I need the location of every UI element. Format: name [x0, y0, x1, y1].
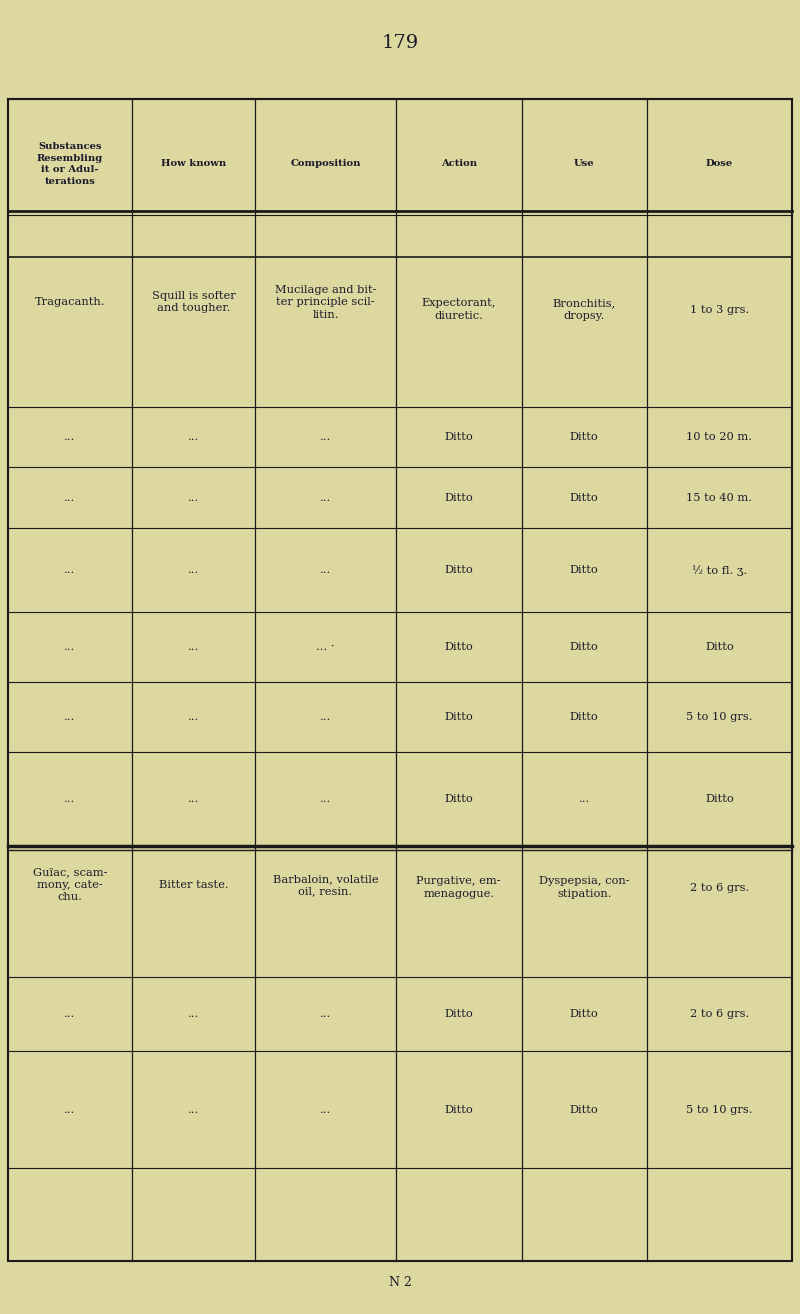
Text: Barbaloin, volatile
oil, resin.: Barbaloin, volatile oil, resin.	[273, 874, 378, 896]
Text: Dose: Dose	[706, 159, 733, 168]
Text: Ditto: Ditto	[570, 493, 598, 503]
Text: ...: ...	[320, 493, 331, 503]
Text: Use: Use	[574, 159, 594, 168]
Text: 179: 179	[382, 34, 418, 53]
Text: Purgative, em-
menagogue.: Purgative, em- menagogue.	[417, 876, 501, 899]
Text: ... ·: ... ·	[316, 643, 334, 652]
Text: 5 to 10 grs.: 5 to 10 grs.	[686, 712, 753, 723]
Text: Ditto: Ditto	[570, 1009, 598, 1018]
Text: ...: ...	[320, 712, 331, 723]
Text: Ditto: Ditto	[445, 794, 473, 804]
Text: Mucilage and bit-
ter principle scil-
litin.: Mucilage and bit- ter principle scil- li…	[274, 285, 376, 319]
Text: Guïac, scam-
mony, cate-
chu.: Guïac, scam- mony, cate- chu.	[33, 867, 107, 903]
Text: ...: ...	[188, 712, 199, 723]
Text: 15 to 40 m.: 15 to 40 m.	[686, 493, 753, 503]
Text: ...: ...	[64, 493, 75, 503]
Text: ...: ...	[188, 643, 199, 652]
Text: ...: ...	[320, 1105, 331, 1114]
Text: ...: ...	[64, 565, 75, 576]
Text: Ditto: Ditto	[705, 643, 734, 652]
Text: 5 to 10 grs.: 5 to 10 grs.	[686, 1105, 753, 1114]
Text: ...: ...	[320, 432, 331, 442]
Text: Ditto: Ditto	[570, 712, 598, 723]
Text: ...: ...	[188, 1009, 199, 1018]
Text: Expectorant,
diuretic.: Expectorant, diuretic.	[422, 298, 496, 321]
Text: Ditto: Ditto	[570, 643, 598, 652]
Text: ...: ...	[64, 643, 75, 652]
Text: Squill is softer
and tougher.: Squill is softer and tougher.	[151, 290, 235, 313]
Text: Bronchitis,
dropsy.: Bronchitis, dropsy.	[553, 298, 616, 321]
Text: ...: ...	[188, 794, 199, 804]
Text: Tragacanth.: Tragacanth.	[34, 297, 105, 307]
Text: ...: ...	[188, 432, 199, 442]
Text: Ditto: Ditto	[445, 493, 473, 503]
Bar	[8, 99, 792, 1261]
Text: ½ to fl. ʒ.: ½ to fl. ʒ.	[692, 565, 747, 576]
Text: ...: ...	[320, 1009, 331, 1018]
Text: Ditto: Ditto	[445, 565, 473, 576]
Text: ...: ...	[64, 1009, 75, 1018]
Text: ...: ...	[188, 493, 199, 503]
Text: Bitter taste.: Bitter taste.	[158, 880, 228, 890]
Text: ...: ...	[320, 565, 331, 576]
Text: Ditto: Ditto	[445, 1009, 473, 1018]
Text: Dyspepsia, con-
stipation.: Dyspepsia, con- stipation.	[539, 876, 630, 899]
Text: ...: ...	[64, 712, 75, 723]
Text: ...: ...	[64, 794, 75, 804]
Text: ...: ...	[64, 1105, 75, 1114]
Text: 1 to 3 grs.: 1 to 3 grs.	[690, 305, 749, 314]
Text: Ditto: Ditto	[445, 1105, 473, 1114]
Text: 2 to 6 grs.: 2 to 6 grs.	[690, 1009, 749, 1018]
Text: How known: How known	[161, 159, 226, 168]
Text: ...: ...	[64, 432, 75, 442]
Text: Ditto: Ditto	[570, 432, 598, 442]
Text: ...: ...	[320, 794, 331, 804]
Text: ...: ...	[188, 1105, 199, 1114]
Text: Substances
Resembling
it or Adul-
terations: Substances Resembling it or Adul- terati…	[37, 142, 103, 187]
Text: Ditto: Ditto	[445, 643, 473, 652]
Text: ...: ...	[188, 565, 199, 576]
Text: 2 to 6 grs.: 2 to 6 grs.	[690, 883, 749, 892]
Text: Ditto: Ditto	[705, 794, 734, 804]
Text: 10 to 20 m.: 10 to 20 m.	[686, 432, 753, 442]
Text: N 2: N 2	[389, 1276, 411, 1289]
Text: Action: Action	[441, 159, 477, 168]
Text: Composition: Composition	[290, 159, 361, 168]
Text: Ditto: Ditto	[445, 432, 473, 442]
Text: Ditto: Ditto	[570, 1105, 598, 1114]
Text: ...: ...	[578, 794, 590, 804]
Text: Ditto: Ditto	[445, 712, 473, 723]
Text: Ditto: Ditto	[570, 565, 598, 576]
